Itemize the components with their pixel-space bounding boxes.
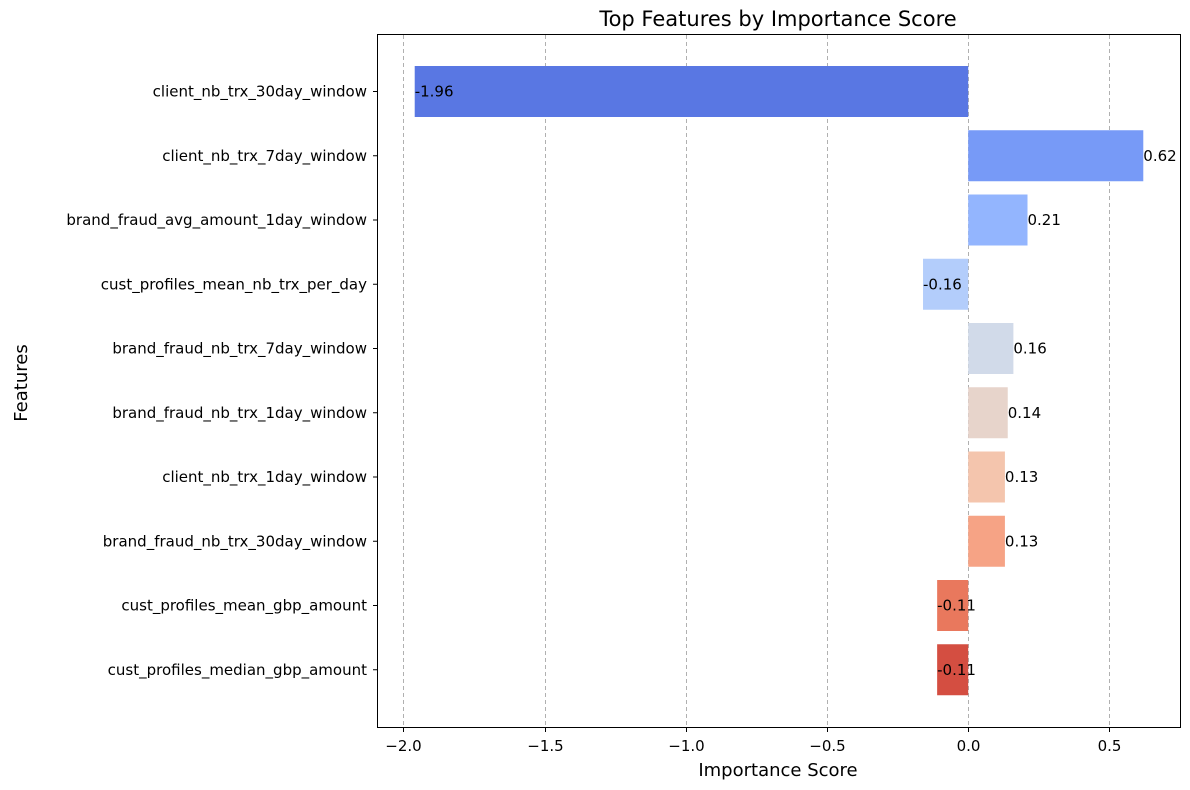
data-label: 0.13: [1005, 468, 1038, 486]
x-tick-label: −0.5: [809, 737, 845, 755]
y-tick-label: cust_profiles_median_gbp_amount: [108, 661, 367, 680]
y-axis: client_nb_trx_30day_window client_nb_trx_…: [66, 83, 378, 680]
data-label: 0.16: [1013, 340, 1046, 358]
y-tick-label: brand_fraud_avg_amount_1day_window: [66, 211, 367, 230]
y-tick-label: brand_fraud_nb_trx_7day_window: [112, 340, 367, 359]
x-tick-label: −1.5: [527, 737, 563, 755]
data-label: -1.96: [415, 83, 454, 101]
bar-brand-fraud-nb-trx-1day-window: [968, 387, 1008, 439]
x-tick-label: −2.0: [385, 737, 421, 755]
data-label: -0.16: [923, 275, 962, 293]
bar-client-nb-trx-30day-window: [414, 66, 969, 117]
bar-brand-fraud-nb-trx-7day-window: [968, 323, 1014, 374]
bar-client-nb-trx-7day-window: [968, 130, 1144, 182]
x-axis-label: Importance Score: [698, 760, 857, 781]
x-tick-label: 0.0: [957, 737, 981, 755]
y-axis-label: Features: [11, 344, 32, 421]
y-tick-label: brand_fraud_nb_trx_30day_window: [103, 532, 367, 551]
x-tick-label: −1.0: [668, 737, 704, 755]
y-tick-label: brand_fraud_nb_trx_1day_window: [112, 404, 367, 423]
data-label: -0.11: [937, 661, 976, 679]
bar-cust-profiles-mean-nb-trx-per-day: [923, 258, 969, 310]
x-tick-label: 0.5: [1098, 737, 1122, 755]
y-tick-label: cust_profiles_mean_gbp_amount: [121, 597, 367, 616]
y-tick-label: cust_profiles_mean_nb_trx_per_day: [101, 275, 367, 294]
data-label: 0.62: [1143, 147, 1176, 165]
bars: [414, 66, 1144, 696]
data-label: 0.13: [1005, 532, 1038, 550]
data-label: 0.14: [1008, 404, 1041, 422]
bar-cust-profiles-median-gbp-amount: [937, 644, 969, 696]
data-label: -0.11: [937, 597, 976, 615]
bar-cust-profiles-mean-gbp-amount: [937, 580, 969, 631]
x-axis: −2.0 −1.5 −1.0 −0.5 0.0 0.5: [385, 727, 1121, 755]
bar-brand-fraud-nb-trx-30day-window: [968, 515, 1005, 567]
data-label: 0.21: [1028, 211, 1061, 229]
plot-frame: [377, 34, 1181, 728]
data-labels: -1.96 0.62 0.21 -0.16 0.16 0.14 0.13 0.13 -0.11 -…: [415, 83, 1177, 679]
bar-client-nb-trx-1day-window: [968, 451, 1005, 503]
bar-brand-fraud-avg-amount-1day-window: [968, 194, 1028, 246]
chart-title: Top Features by Importance Score: [598, 7, 956, 31]
y-tick-label: client_nb_trx_1day_window: [162, 468, 367, 487]
y-tick-label: client_nb_trx_7day_window: [162, 147, 367, 166]
y-tick-label: client_nb_trx_30day_window: [153, 83, 367, 102]
